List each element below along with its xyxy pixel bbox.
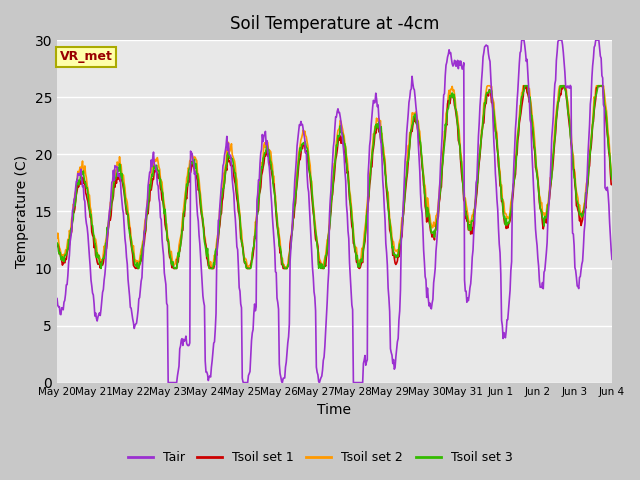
Line: Tsoil set 2: Tsoil set 2 xyxy=(57,86,612,268)
Tair xyxy=(120,223,128,228)
Tsoil set 2 xyxy=(206,261,214,267)
Tair xyxy=(403,131,410,136)
Tsoil set 2 xyxy=(177,235,184,240)
Tsoil set 3 xyxy=(177,236,185,241)
Tsoil set 1 xyxy=(207,264,214,270)
Tsoil set 2 xyxy=(608,175,616,181)
Tsoil set 1 xyxy=(520,83,528,89)
Tsoil set 1 xyxy=(132,265,140,271)
Line: Tsoil set 3: Tsoil set 3 xyxy=(57,86,612,268)
Tsoil set 3 xyxy=(419,169,427,175)
Tsoil set 2 xyxy=(419,167,427,172)
Tsoil set 2 xyxy=(209,265,216,271)
Tsoil set 3 xyxy=(403,173,410,179)
Legend: Tair, Tsoil set 1, Tsoil set 2, Tsoil set 3: Tair, Tsoil set 1, Tsoil set 2, Tsoil se… xyxy=(123,446,517,469)
Tsoil set 2 xyxy=(53,235,61,241)
Tair xyxy=(177,337,185,343)
Tair xyxy=(207,374,214,380)
Tsoil set 1 xyxy=(608,182,616,188)
Tair xyxy=(53,296,61,301)
Tsoil set 3 xyxy=(63,247,71,252)
Tsoil set 3 xyxy=(97,265,105,271)
Line: Tsoil set 1: Tsoil set 1 xyxy=(57,86,612,268)
Tsoil set 1 xyxy=(120,190,128,196)
X-axis label: Time: Time xyxy=(317,403,351,417)
Tsoil set 3 xyxy=(521,83,529,89)
Tsoil set 1 xyxy=(177,238,185,243)
Tair xyxy=(608,256,616,262)
Tair xyxy=(419,226,427,231)
Tsoil set 1 xyxy=(53,243,61,249)
Tsoil set 3 xyxy=(207,265,214,271)
Tsoil set 1 xyxy=(419,169,427,175)
Tsoil set 2 xyxy=(484,83,492,89)
Tsoil set 2 xyxy=(63,243,71,249)
Title: Soil Temperature at -4cm: Soil Temperature at -4cm xyxy=(230,15,439,33)
Tair xyxy=(63,282,71,288)
Tsoil set 3 xyxy=(608,176,616,182)
Line: Tair: Tair xyxy=(57,40,612,383)
Tsoil set 3 xyxy=(121,194,129,200)
Tsoil set 1 xyxy=(63,250,71,255)
Text: VR_met: VR_met xyxy=(60,50,113,63)
Y-axis label: Temperature (C): Temperature (C) xyxy=(15,155,29,268)
Tair xyxy=(518,37,525,43)
Tsoil set 2 xyxy=(120,180,128,186)
Tsoil set 3 xyxy=(53,240,61,246)
Tair xyxy=(164,380,172,385)
Tsoil set 2 xyxy=(403,168,410,173)
Tsoil set 1 xyxy=(403,176,410,182)
